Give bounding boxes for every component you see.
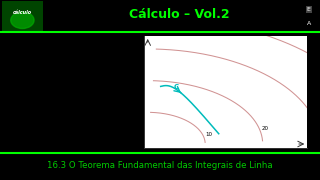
Text: 10: 10: [206, 132, 213, 137]
Text: $\int_C \, \nabla\!f \cdot d\mathbf{r}.$: $\int_C \, \nabla\!f \cdot d\mathbf{r}.$: [22, 132, 65, 153]
Text: cujo   gradiente   é: cujo gradiente é: [16, 101, 83, 109]
Text: C: C: [173, 84, 179, 89]
Text: x: x: [307, 149, 311, 155]
Text: E: E: [307, 7, 311, 12]
Text: uma curva C e um: uma curva C e um: [16, 58, 81, 66]
Text: cálculo: cálculo: [13, 10, 32, 15]
Text: 20: 20: [262, 126, 269, 131]
Text: contínuo. Determine: contínuo. Determine: [16, 116, 89, 124]
Text: de uma função  f: de uma função f: [16, 87, 76, 95]
Circle shape: [11, 12, 34, 28]
Text: 30: 30: [319, 120, 320, 125]
Text: 1.  A figura mostra: 1. A figura mostra: [16, 43, 83, 51]
Text: 16.3 O Teorema Fundamental das Integrais de Linha: 16.3 O Teorema Fundamental das Integrais…: [47, 161, 273, 170]
Text: y: y: [139, 31, 143, 37]
Text: A: A: [307, 21, 311, 26]
Text: Cálculo – Vol.2: Cálculo – Vol.2: [129, 8, 229, 21]
Text: mapa de contorno: mapa de contorno: [16, 72, 80, 80]
